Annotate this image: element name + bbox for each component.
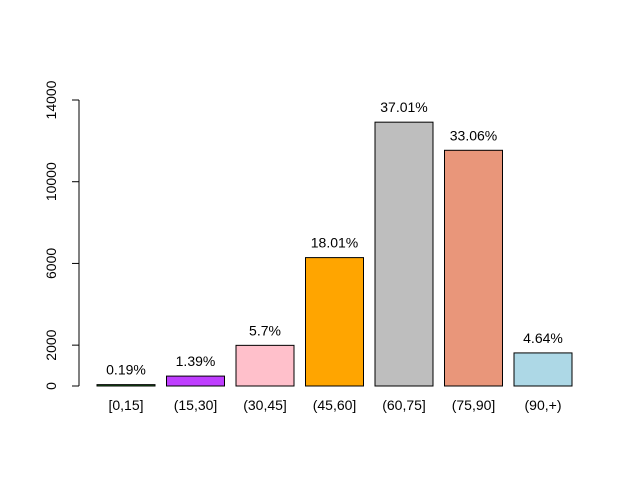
x-tick-label: [0,15] <box>108 397 143 413</box>
bar-value-label: 18.01% <box>311 235 358 251</box>
bar <box>444 149 503 387</box>
x-tick-label: (30,45] <box>243 397 287 413</box>
bar <box>513 352 573 387</box>
bar-value-label: 37.01% <box>380 99 427 115</box>
x-tick-label: (45,60] <box>313 397 357 413</box>
y-tick-label: 2000 <box>43 329 59 360</box>
bar-value-label: 5.7% <box>249 322 281 338</box>
bar <box>374 121 434 387</box>
data-labels: 0.19% 1.39% 5.7% 18.01% 37.01% 33.06% 4.64% <box>106 99 563 377</box>
bar <box>305 257 364 387</box>
x-axis-labels: [0,15] (15,30] (30,45] (45,60] (60,75] (75,90… <box>108 397 561 413</box>
bar-value-label: 33.06% <box>450 127 497 143</box>
bars <box>96 121 573 387</box>
y-tick-label: 6000 <box>43 248 59 279</box>
bar-value-label: 4.64% <box>523 330 563 346</box>
bar <box>96 384 156 387</box>
y-tick-label: 0 <box>43 382 59 390</box>
x-tick-label: (75,90] <box>452 397 496 413</box>
x-tick-label: (90,+) <box>525 397 562 413</box>
y-tick-label: 10000 <box>43 162 59 201</box>
bar <box>235 344 295 387</box>
x-tick-label: (60,75] <box>382 397 426 413</box>
bar-value-label: 0.19% <box>106 362 146 378</box>
bar-value-label: 1.39% <box>176 353 216 369</box>
y-axis: 0 2000 6000 10000 14000 <box>43 80 80 390</box>
y-tick-label: 14000 <box>43 80 59 119</box>
x-tick-label: (15,30] <box>174 397 218 413</box>
bar <box>166 375 225 387</box>
